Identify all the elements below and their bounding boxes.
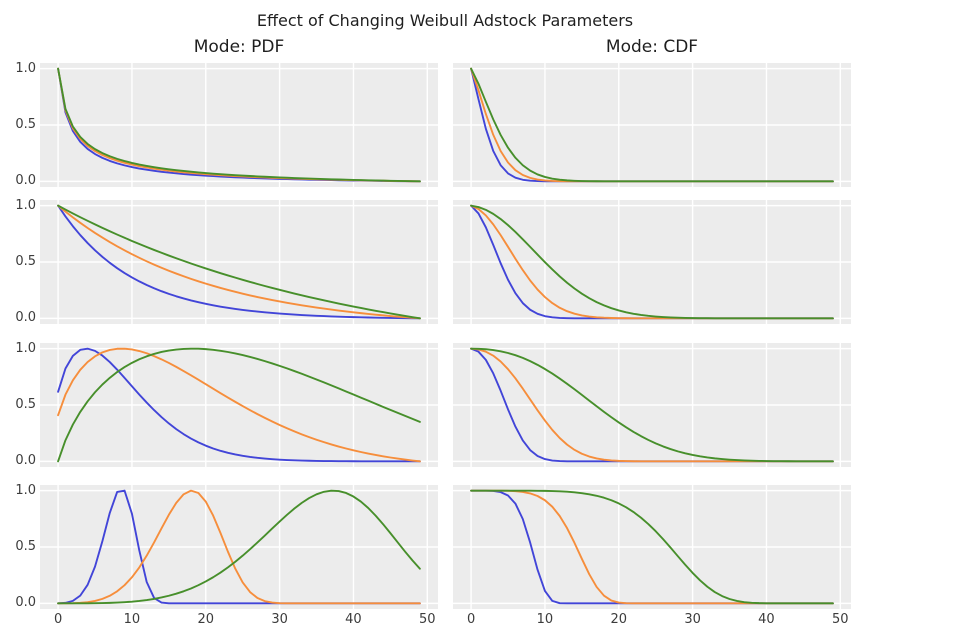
curve-pdf-row3-scale=40	[57, 347, 421, 463]
x-tick-label: 50	[832, 612, 849, 627]
x-tick-label: 30	[684, 612, 701, 627]
curve-cdf-row4-scale=40	[470, 489, 834, 605]
curve-pdf-row2-scale=10	[57, 204, 421, 320]
column-title-cdf: Mode: CDF	[605, 37, 699, 57]
curve-pdf-row4-scale=20	[57, 489, 421, 605]
x-tick-label: 30	[271, 612, 288, 627]
panel-row2-cdf-shape-1	[453, 200, 851, 324]
x-tick-label: 40	[758, 612, 775, 627]
y-tick-label: 0.0	[15, 453, 36, 469]
curve-pdf-row1-scale=40	[57, 67, 421, 183]
y-tick-label: 0.5	[15, 117, 36, 132]
y-tick-label: 0.5	[15, 539, 36, 554]
x-tick-label: 20	[197, 612, 215, 627]
curve-cdf-row3-scale=40	[470, 347, 834, 463]
panel-row3-cdf-shape-1.5	[453, 343, 851, 467]
y-tick-label: 1.0	[15, 340, 36, 356]
curve-cdf-row1-scale=40	[470, 67, 834, 183]
y-tick-label: 1.0	[15, 60, 36, 76]
curve-pdf-row4-scale=40	[57, 489, 421, 605]
x-tick-label: 40	[345, 612, 362, 627]
x-tick-label: 0	[466, 612, 476, 627]
y-tick-label: 1.0	[15, 482, 36, 498]
panel-row3-pdf-shape-1.5	[40, 343, 438, 467]
y-tick-label: 0.5	[15, 254, 36, 269]
y-tick-label: 0.0	[15, 310, 36, 326]
curve-pdf-row2-scale=40	[57, 204, 421, 320]
y-tick-label: 0.0	[15, 595, 36, 611]
panel-row2-pdf-shape-1	[40, 200, 438, 324]
curve-cdf-row2-scale=40	[470, 204, 834, 320]
panel-row4-pdf-shape-5	[40, 485, 438, 609]
x-tick-label: 0	[53, 612, 63, 627]
y-tick-label: 0.5	[15, 397, 36, 412]
panel-row1-cdf-shape-0.5	[453, 63, 851, 187]
x-tick-label: 10	[123, 612, 141, 627]
panel-row4-cdf-shape-5	[453, 485, 851, 609]
y-tick-label: 1.0	[15, 197, 36, 213]
x-tick-label: 10	[536, 612, 554, 627]
column-title-pdf: Mode: PDF	[193, 37, 285, 57]
x-tick-label: 50	[419, 612, 436, 627]
figure-title: Effect of Changing Weibull Adstock Param…	[256, 11, 634, 30]
curve-pdf-row3-scale=20	[57, 347, 421, 463]
panel-row1-pdf-shape-0.5	[40, 63, 438, 187]
curve-pdf-row2-scale=20	[57, 204, 421, 320]
x-tick-label: 20	[610, 612, 628, 627]
y-tick-label: 0.0	[15, 173, 36, 189]
